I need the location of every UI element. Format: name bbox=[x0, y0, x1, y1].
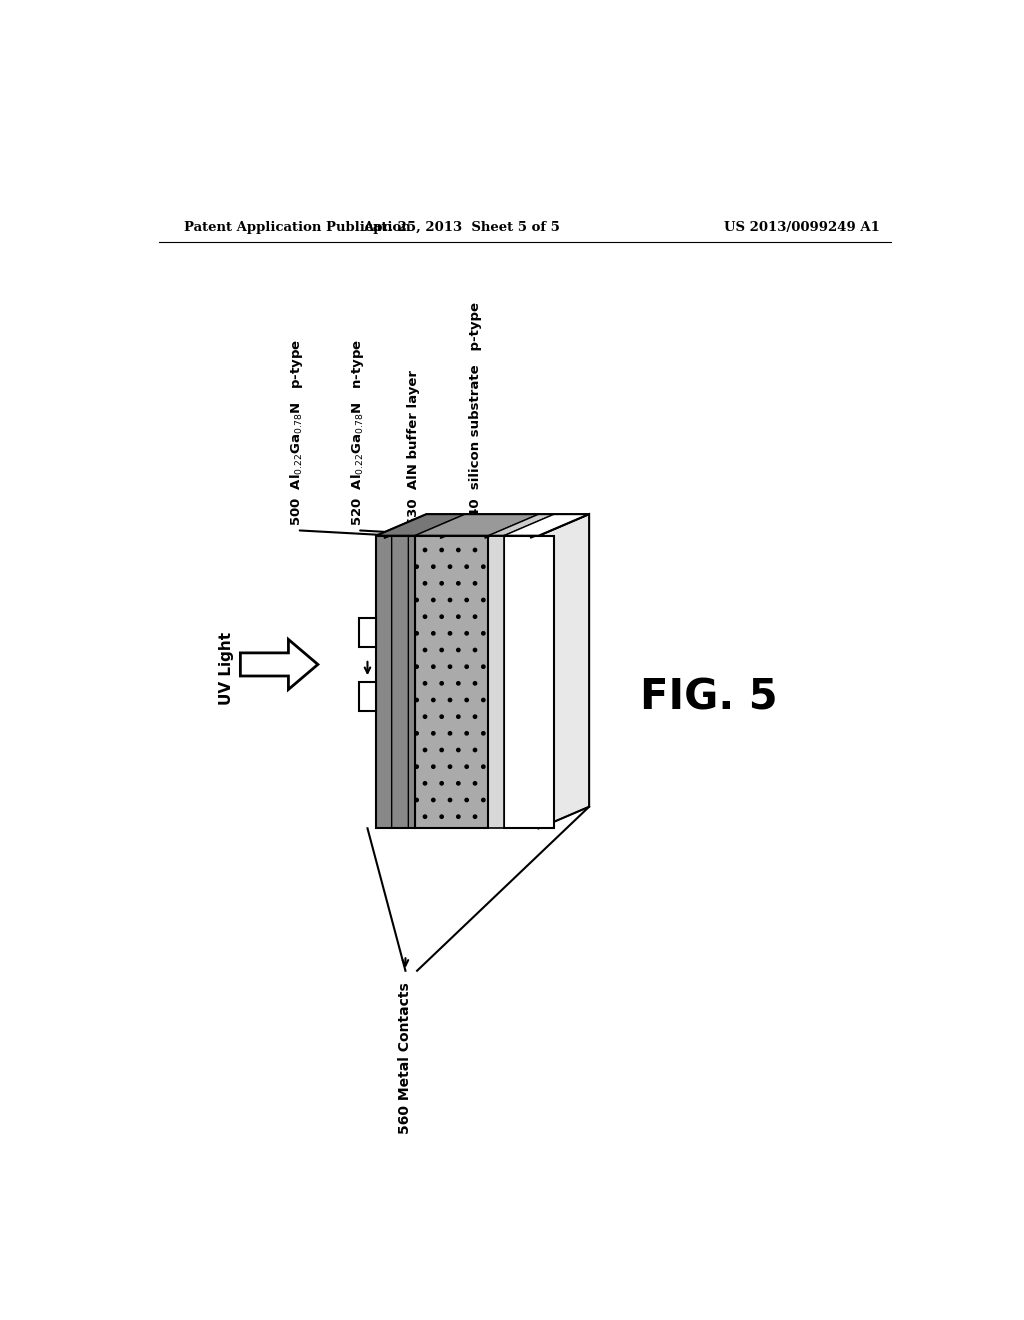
Bar bbox=[415, 536, 488, 829]
Text: Patent Application Publication: Patent Application Publication bbox=[183, 222, 411, 234]
Text: 540  silicon substrate   p-type: 540 silicon substrate p-type bbox=[469, 302, 481, 527]
Text: 560 Metal Contacts: 560 Metal Contacts bbox=[398, 982, 413, 1134]
Polygon shape bbox=[241, 639, 317, 689]
Bar bbox=[359, 682, 376, 711]
Bar bbox=[504, 536, 554, 829]
Text: FIG. 5: FIG. 5 bbox=[640, 676, 778, 718]
Bar bbox=[376, 536, 415, 829]
Polygon shape bbox=[415, 515, 539, 536]
Polygon shape bbox=[539, 515, 589, 829]
Text: Apr. 25, 2013  Sheet 5 of 5: Apr. 25, 2013 Sheet 5 of 5 bbox=[362, 222, 560, 234]
Text: 530  AlN buffer layer: 530 AlN buffer layer bbox=[407, 371, 420, 527]
Polygon shape bbox=[376, 515, 465, 536]
Text: UV Light: UV Light bbox=[219, 632, 234, 705]
Polygon shape bbox=[504, 515, 589, 536]
Bar bbox=[488, 536, 504, 829]
Text: US 2013/0099249 A1: US 2013/0099249 A1 bbox=[724, 222, 881, 234]
Bar bbox=[359, 618, 376, 647]
Text: 520  Al$_{0.22}$Ga$_{0.78}$N   n-type: 520 Al$_{0.22}$Ga$_{0.78}$N n-type bbox=[349, 339, 366, 527]
Text: 500  Al$_{0.22}$Ga$_{0.78}$N   p-type: 500 Al$_{0.22}$Ga$_{0.78}$N p-type bbox=[289, 339, 305, 527]
Polygon shape bbox=[488, 515, 554, 536]
